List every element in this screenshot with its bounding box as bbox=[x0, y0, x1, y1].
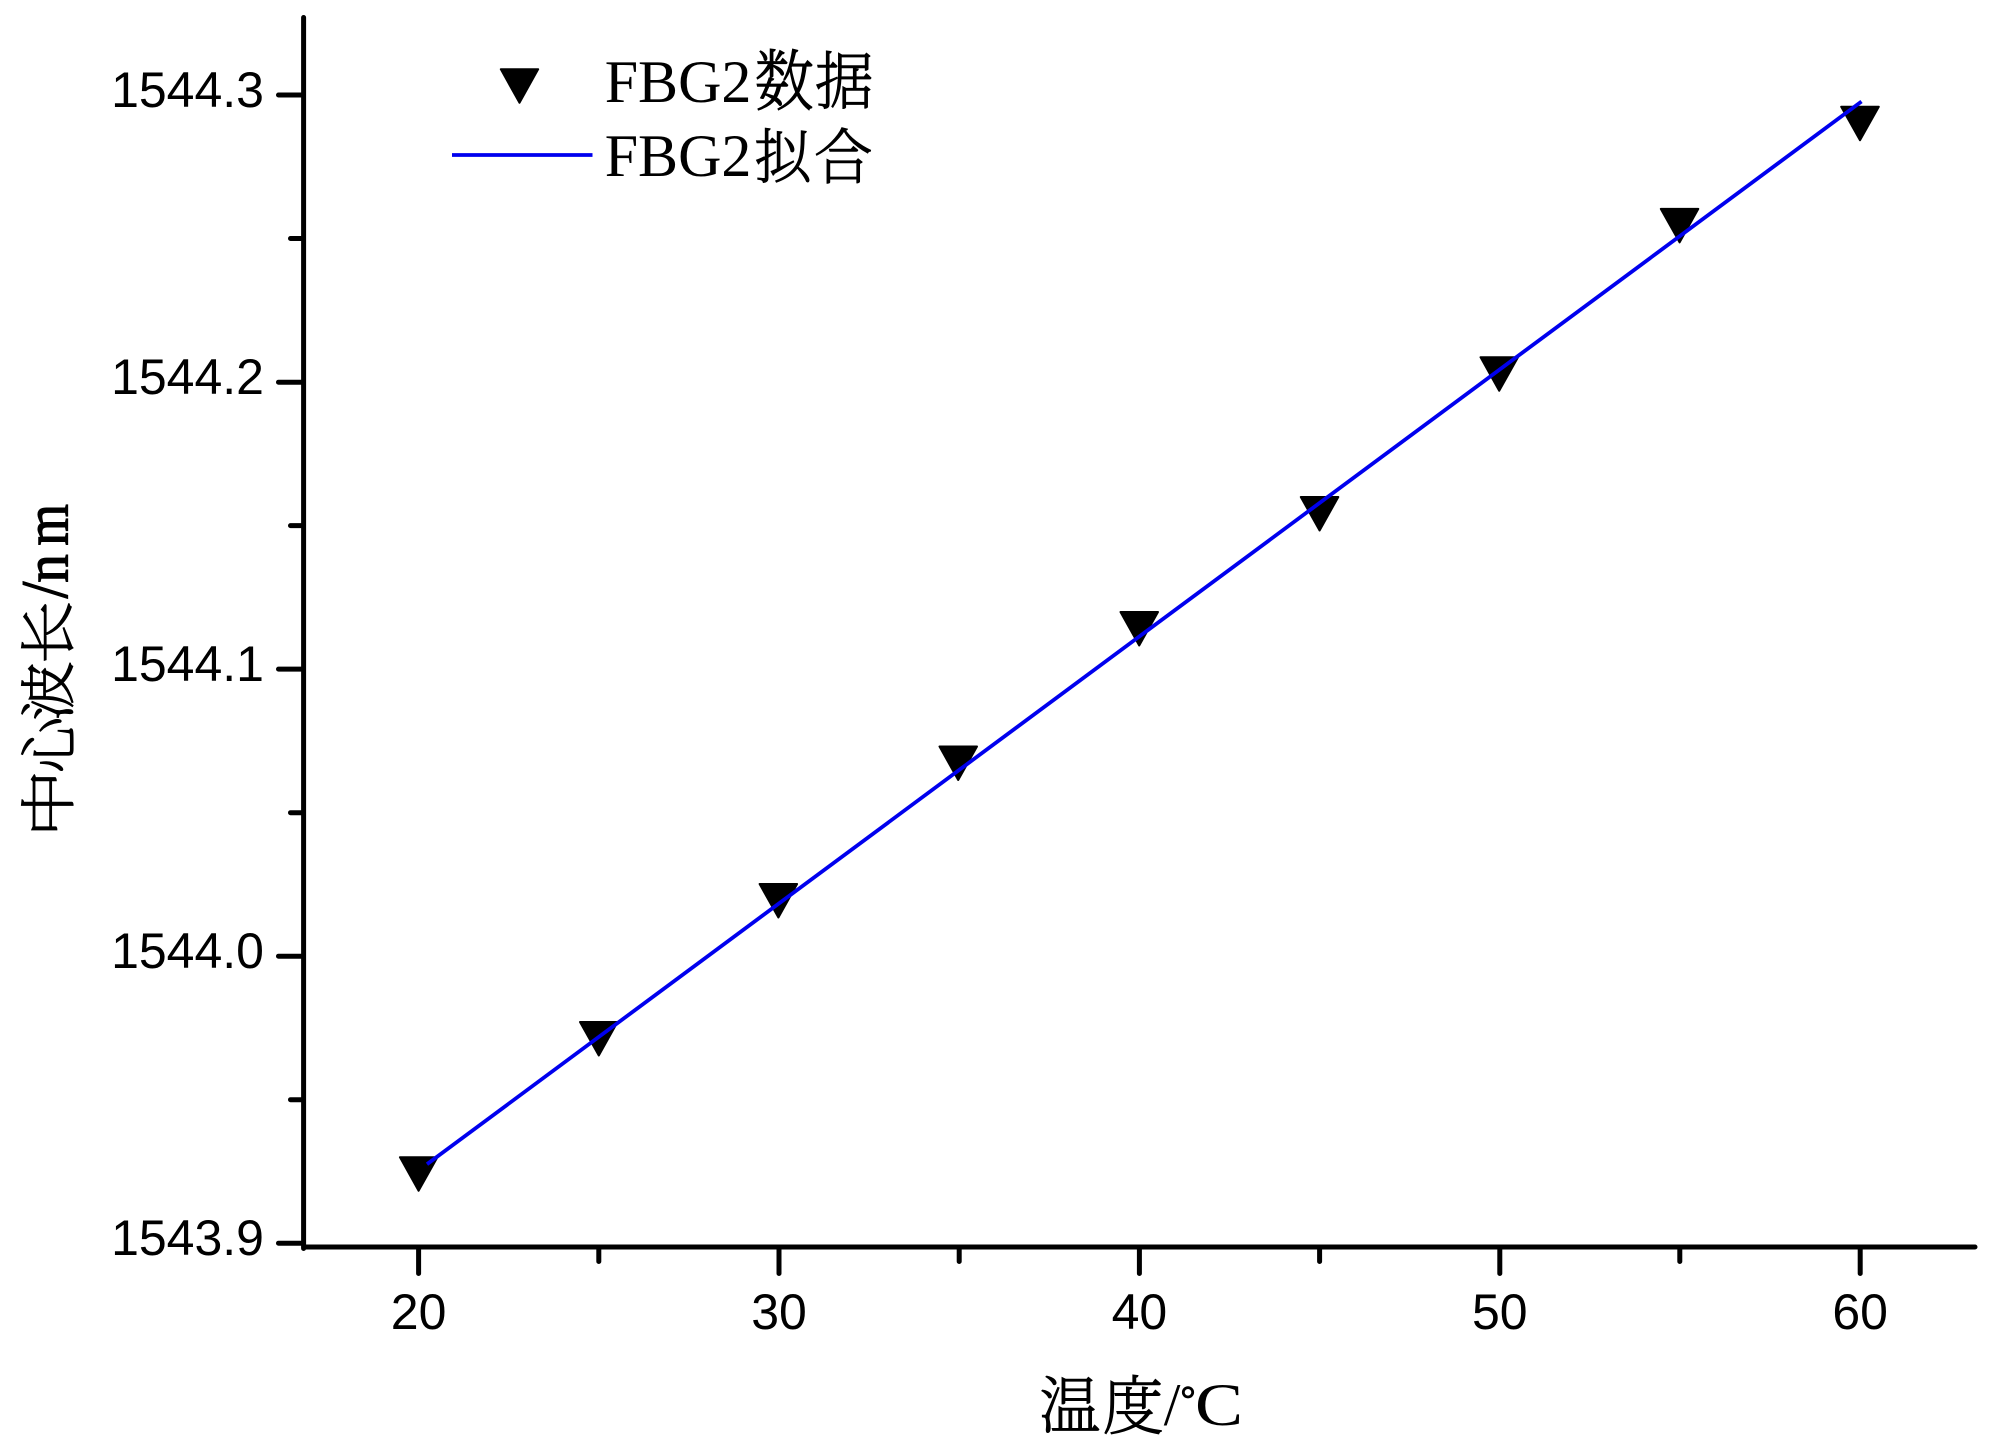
svg-text:60: 60 bbox=[1832, 1284, 1888, 1340]
svg-text:40: 40 bbox=[1112, 1284, 1168, 1340]
svg-text:FBG2: FBG2 bbox=[605, 49, 752, 115]
svg-text:1544.2: 1544.2 bbox=[111, 349, 264, 405]
svg-text:C: C bbox=[1195, 1372, 1243, 1438]
svg-text:1543.9: 1543.9 bbox=[111, 1210, 264, 1266]
svg-text:30: 30 bbox=[751, 1284, 807, 1340]
svg-text:50: 50 bbox=[1472, 1284, 1528, 1340]
svg-text:1544.0: 1544.0 bbox=[111, 923, 264, 979]
svg-text:1544.3: 1544.3 bbox=[111, 62, 264, 118]
svg-text:1544.1: 1544.1 bbox=[111, 636, 264, 692]
svg-text:20: 20 bbox=[391, 1284, 447, 1340]
svg-text:/: / bbox=[1164, 1372, 1181, 1438]
svg-text:FBG2: FBG2 bbox=[605, 123, 752, 189]
